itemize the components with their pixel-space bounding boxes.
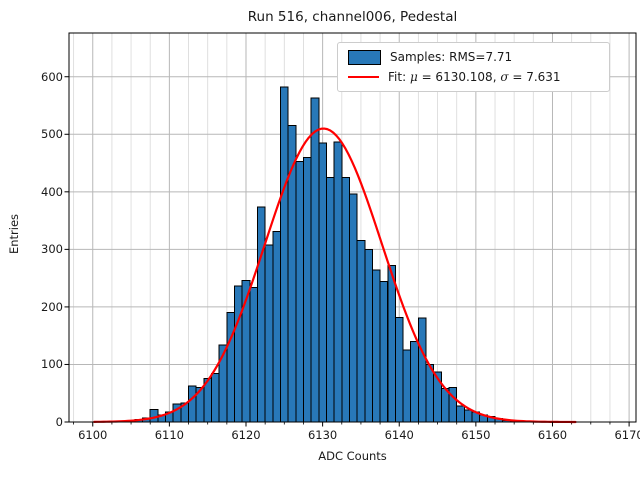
x-tick-label: 6120	[231, 428, 261, 442]
legend: Samples: RMS=7.71 Fit: μ = 6130.108, σ =…	[337, 42, 610, 92]
y-tick-label: 600	[41, 69, 63, 84]
histogram-bars	[134, 86, 527, 423]
y-tick-label: 0	[55, 415, 63, 429]
histogram-bar	[279, 86, 289, 423]
histogram-bar	[310, 97, 320, 423]
histogram-bar	[371, 269, 381, 423]
histogram-bar	[249, 286, 258, 423]
histogram-bar	[440, 388, 450, 423]
histogram-bar	[356, 240, 366, 423]
x-tick-label: 6160	[537, 428, 568, 442]
histogram-bar	[425, 363, 435, 423]
legend-fit-line-icon	[348, 76, 379, 78]
sigma-symbol: σ	[500, 70, 509, 84]
histogram-bar	[333, 141, 343, 423]
chart-title: Run 516, channel006, Pedestal	[247, 9, 458, 25]
legend-entry-samples: Samples: RMS=7.71	[348, 48, 601, 67]
histogram-bar	[417, 317, 427, 423]
y-tick-label: 200	[41, 299, 63, 314]
x-tick-label: 6110	[154, 428, 184, 442]
histogram-bar	[211, 373, 220, 423]
histogram-bar	[410, 340, 419, 423]
fit-curve	[93, 127, 577, 424]
histogram-bar	[302, 156, 312, 423]
histogram-bar	[295, 160, 304, 423]
histogram-bar	[402, 349, 412, 423]
y-tick-label: 100	[41, 357, 63, 372]
histogram-bar	[318, 142, 327, 423]
histogram-bar	[264, 244, 274, 423]
histogram-bar	[394, 316, 404, 423]
histogram-bar	[188, 385, 197, 423]
x-axis-label: ADC Counts	[318, 449, 387, 463]
histogram-bar	[379, 281, 389, 423]
plot-border	[68, 32, 637, 423]
x-tick-label: 6100	[78, 428, 108, 442]
y-tick-label: 300	[41, 242, 63, 257]
histogram-bar	[456, 405, 465, 423]
legend-fit-label: Fit: μ = 6130.108, σ = 7.631	[388, 70, 561, 84]
x-tick-label: 6150	[461, 428, 491, 442]
histogram-bar	[234, 285, 243, 423]
y-tick-label: 500	[41, 127, 63, 142]
y-tick-label: 400	[41, 184, 63, 199]
y-axis-label: Entries	[7, 213, 21, 255]
histogram-bar	[364, 248, 373, 423]
histogram-bar	[272, 231, 281, 423]
histogram-bar	[256, 206, 266, 423]
legend-samples-label: Samples: RMS=7.71	[390, 50, 513, 64]
histogram-bar	[348, 193, 358, 423]
x-tick-label: 6140	[384, 428, 414, 442]
histogram-bar	[325, 176, 335, 423]
histogram-bar	[226, 312, 235, 423]
histogram-bar	[387, 264, 396, 423]
histogram-bar	[341, 176, 350, 423]
histogram-bar	[463, 409, 473, 423]
mu-symbol: μ	[409, 70, 418, 84]
legend-samples-swatch-icon	[348, 49, 381, 65]
histogram-bar	[149, 408, 159, 423]
legend-entry-fit: Fit: μ = 6130.108, σ = 7.631	[348, 68, 601, 87]
x-tick-label: 6130	[307, 428, 338, 442]
